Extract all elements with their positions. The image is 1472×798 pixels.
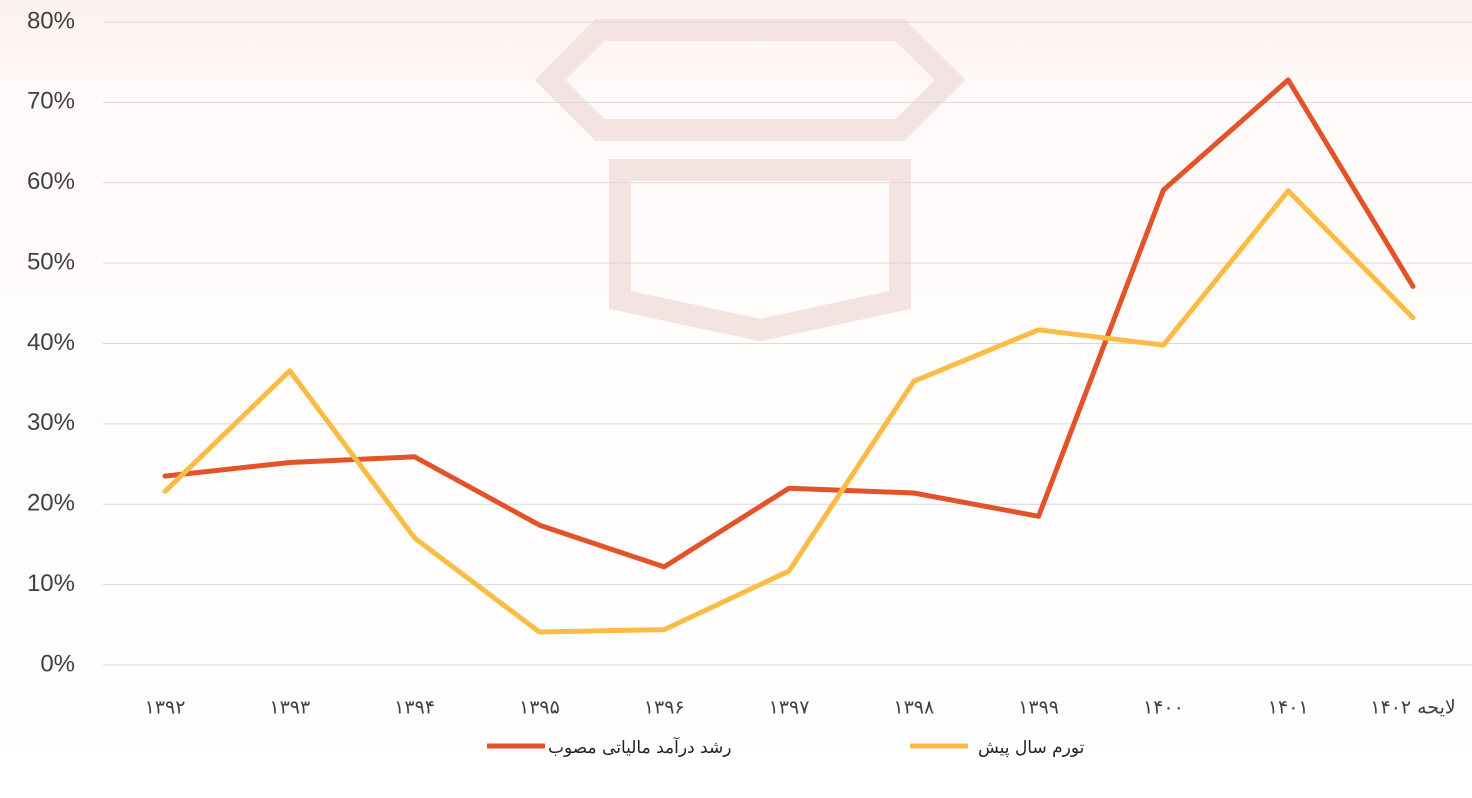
x-tick-label: ۱۳۹۸	[893, 697, 934, 719]
y-tick-label: 0%	[40, 650, 75, 677]
y-tick-label: 10%	[27, 570, 75, 597]
x-tick-label: ۱۴۰۰	[1143, 697, 1184, 719]
legend-label: تورم سال پیش	[978, 738, 1085, 758]
x-tick-label: ۱۳۹۶	[644, 697, 685, 719]
x-tick-label: ۱۴۰۱	[1268, 697, 1309, 719]
x-tick-label: ۱۳۹۷	[769, 697, 810, 719]
y-tick-label: 30%	[27, 409, 75, 436]
watermark	[534, 19, 966, 342]
series-line	[162, 188, 1416, 635]
x-tick-label: ۱۳۹۲	[145, 697, 186, 719]
legend-label: رشد درآمد مالیاتی مصوب	[548, 736, 731, 758]
x-tick-label: ۱۳۹۹	[1018, 697, 1059, 719]
y-tick-label: 20%	[27, 490, 75, 517]
y-tick-label: 60%	[27, 168, 75, 195]
x-tick-label: ۱۳۹۳	[269, 697, 310, 719]
series-line	[162, 77, 1416, 570]
y-tick-label: 50%	[27, 248, 75, 275]
y-tick-label: 80%	[27, 7, 75, 34]
x-tick-label: ۱۳۹۴	[394, 697, 435, 719]
x-tick-label: لایحه ۱۴۰۲	[1370, 697, 1455, 719]
x-tick-label: ۱۳۹۵	[519, 697, 560, 719]
y-tick-label: 70%	[27, 88, 75, 115]
y-tick-label: 40%	[27, 329, 75, 356]
